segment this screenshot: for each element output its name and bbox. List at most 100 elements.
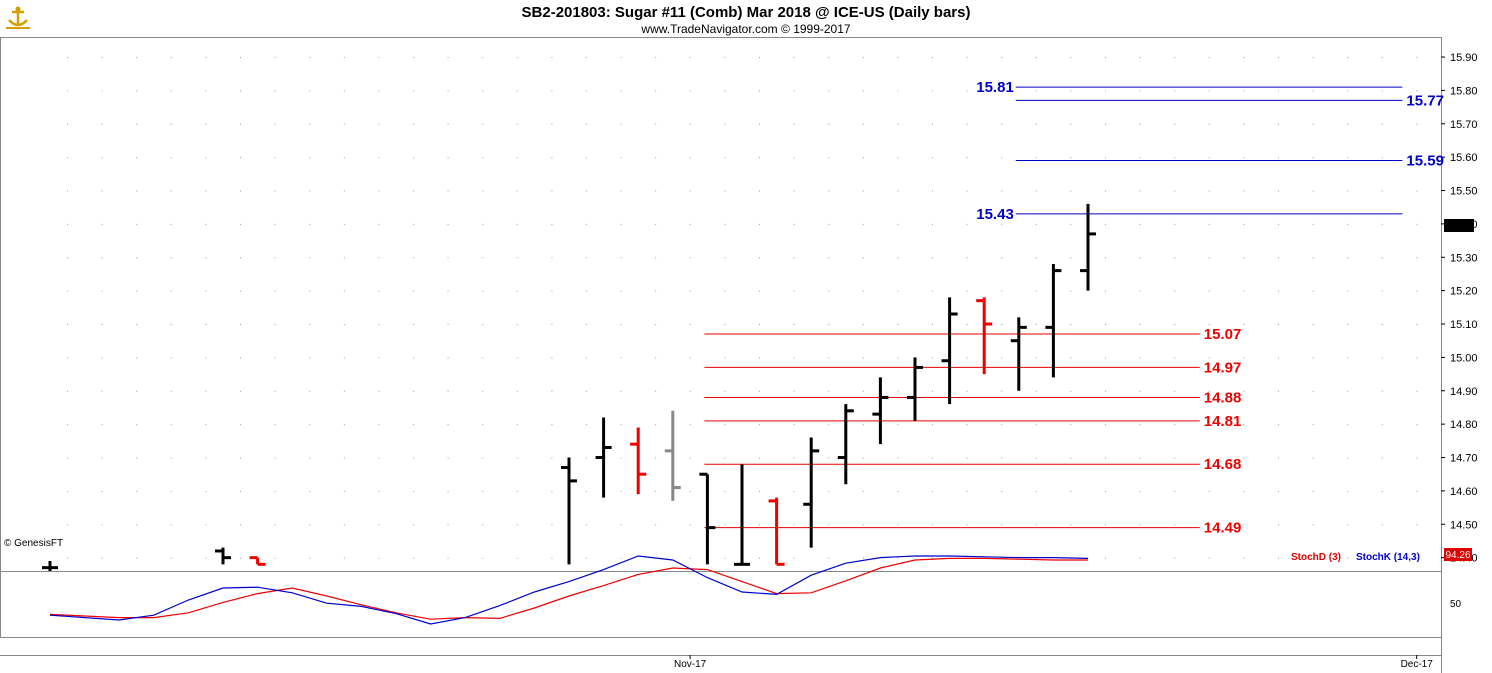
grid-dot <box>205 223 207 225</box>
grid-dot <box>1070 390 1072 392</box>
grid-dot <box>1070 223 1072 225</box>
grid-dot <box>828 524 830 526</box>
grid-dot <box>1035 223 1037 225</box>
grid-dot <box>170 123 172 125</box>
grid-dot <box>136 390 138 392</box>
grid-dot <box>1139 157 1141 159</box>
grid-dot <box>1347 190 1349 192</box>
grid-dot <box>309 390 311 392</box>
grid-dot <box>447 90 449 92</box>
price-tick-label: 15.70 <box>1450 119 1478 131</box>
grid-dot <box>413 57 414 59</box>
grid-dot <box>966 157 968 159</box>
grid-dot <box>516 390 518 392</box>
grid-dot <box>862 57 864 59</box>
grid-dot <box>966 57 968 59</box>
grid-dot <box>343 90 345 92</box>
grid-dot <box>932 57 933 59</box>
grid-dot <box>828 123 830 125</box>
grid-dot <box>170 490 172 492</box>
grid-dot <box>136 190 138 192</box>
grid-dot <box>1416 223 1418 225</box>
grid-dot <box>309 424 311 426</box>
grid-dot <box>205 424 207 426</box>
grid-dot <box>1035 123 1037 125</box>
grid-dot <box>620 557 622 559</box>
grid-dot <box>1070 424 1072 426</box>
grid-dot <box>205 157 207 159</box>
grid-dot <box>689 90 691 92</box>
grid-dot <box>551 290 553 292</box>
grid-dot <box>862 524 864 526</box>
grid-dot <box>1105 157 1106 159</box>
level-label: 15.77 <box>1406 92 1444 109</box>
grid-dot <box>1312 290 1314 292</box>
grid-dot <box>274 257 276 259</box>
grid-dot <box>1312 390 1314 392</box>
grid-dot <box>482 90 484 92</box>
grid-dot <box>689 157 691 159</box>
grid-dot <box>828 457 830 459</box>
grid-dot <box>1174 190 1176 192</box>
grid-dot <box>897 557 899 559</box>
grid-dot <box>1139 257 1141 259</box>
grid-dot <box>932 490 933 492</box>
grid-dot <box>862 190 864 192</box>
grid-dot <box>793 257 795 259</box>
grid-dot <box>67 57 68 59</box>
grid-dot <box>1312 424 1314 426</box>
grid-dot <box>413 290 414 292</box>
last-price-label: 15.37 <box>1445 221 1473 233</box>
grid-dot <box>516 190 518 192</box>
level-label: 14.81 <box>1204 413 1242 430</box>
grid-dot <box>1278 490 1279 492</box>
grid-dot <box>655 123 657 125</box>
grid-dot <box>447 457 449 459</box>
grid-dot <box>828 223 830 225</box>
price-levels: 15.81 15.77 15.59 15.43 15.07 14.97 14.88 14.81… <box>704 79 1444 537</box>
grid-dot <box>793 223 795 225</box>
grid-dot <box>1070 524 1072 526</box>
grid-dot <box>759 524 760 526</box>
grid-dot <box>274 357 276 359</box>
grid-dot <box>101 190 103 192</box>
grid-dot <box>1174 290 1176 292</box>
grid-dot <box>1208 457 1210 459</box>
grid-dot <box>862 257 864 259</box>
grid-dot <box>759 324 760 326</box>
grid-dot <box>516 57 518 59</box>
grid-dot <box>620 223 622 225</box>
price-tick-label: 14.50 <box>1450 519 1478 531</box>
grid-dot <box>551 390 553 392</box>
grid-dot <box>136 223 138 225</box>
grid-dot <box>482 57 484 59</box>
grid-dot <box>759 390 760 392</box>
grid-dot <box>759 57 760 59</box>
grid-dot <box>966 357 968 359</box>
grid-dot <box>1278 190 1279 192</box>
grid-dot <box>1243 57 1245 59</box>
grid-dot <box>1416 90 1418 92</box>
grid-dot <box>793 457 795 459</box>
grid-dot <box>205 390 207 392</box>
grid-dot <box>205 557 207 559</box>
grid-dot <box>240 223 241 225</box>
grid-dot <box>101 557 103 559</box>
grid-dot <box>1278 57 1279 59</box>
grid-dot <box>828 490 830 492</box>
grid-dot <box>620 424 622 426</box>
grid-dot <box>1347 390 1349 392</box>
grid-dot <box>274 424 276 426</box>
grid-dot <box>1139 123 1141 125</box>
chart-subtitle: www.TradeNavigator.com © 1999-2017 <box>640 22 850 36</box>
grid-dot <box>170 90 172 92</box>
grid-dot <box>1139 490 1141 492</box>
grid-dot <box>1174 490 1176 492</box>
level-label: 14.68 <box>1204 456 1242 473</box>
grid-dot <box>482 490 484 492</box>
grid-dot <box>966 257 968 259</box>
grid-dot <box>1105 457 1106 459</box>
grid-dot <box>724 357 726 359</box>
grid-dot <box>67 157 68 159</box>
grid-dot <box>1347 90 1349 92</box>
